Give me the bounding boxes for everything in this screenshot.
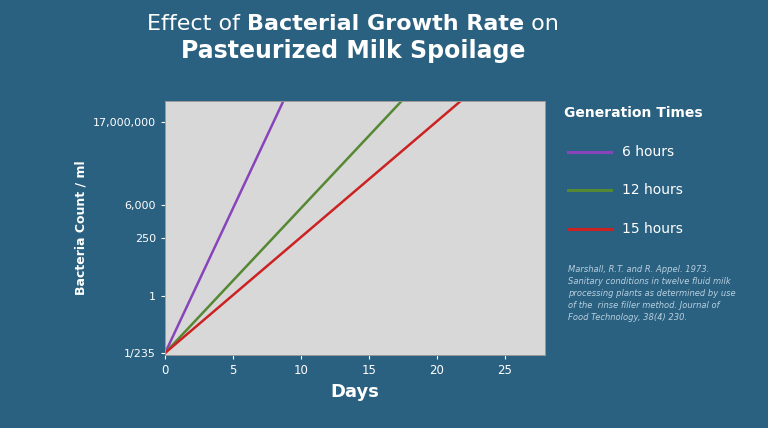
Text: Marshall, R.T. and R. Appel. 1973.
Sanitary conditions in twelve fluid milk
proc: Marshall, R.T. and R. Appel. 1973. Sanit… [568, 265, 736, 321]
12 hours [161, 351, 170, 356]
Text: 12 hours: 12 hours [622, 184, 683, 197]
Line: 12 hours: 12 hours [165, 0, 545, 353]
12 hours [464, 27, 473, 33]
6 hours [200, 268, 209, 273]
Text: Generation Times: Generation Times [564, 107, 703, 120]
12 hours [422, 72, 431, 77]
15 hours [464, 92, 473, 97]
12 hours [457, 35, 466, 40]
Text: on: on [525, 14, 559, 33]
15 hours [161, 351, 170, 356]
Text: Pasteurized Milk Spoilage: Pasteurized Milk Spoilage [181, 39, 525, 63]
12 hours [200, 309, 209, 314]
15 hours [328, 208, 337, 213]
6 hours [314, 23, 323, 28]
6 hours [161, 351, 170, 356]
Text: 6 hours: 6 hours [622, 145, 674, 159]
Text: Effect of: Effect of [147, 14, 247, 33]
Text: 15 hours: 15 hours [622, 222, 683, 236]
Line: 6 hours: 6 hours [165, 0, 545, 353]
15 hours [200, 317, 209, 322]
X-axis label: Days: Days [331, 383, 379, 401]
12 hours [328, 172, 337, 177]
Y-axis label: Bacteria Count / ml: Bacteria Count / ml [74, 160, 88, 295]
15 hours [422, 128, 431, 133]
15 hours [541, 27, 550, 32]
12 hours [314, 187, 323, 192]
Text: Bacterial Growth Rate: Bacterial Growth Rate [247, 14, 525, 33]
Line: 15 hours: 15 hours [165, 29, 545, 353]
15 hours [457, 98, 466, 103]
15 hours [314, 219, 323, 224]
